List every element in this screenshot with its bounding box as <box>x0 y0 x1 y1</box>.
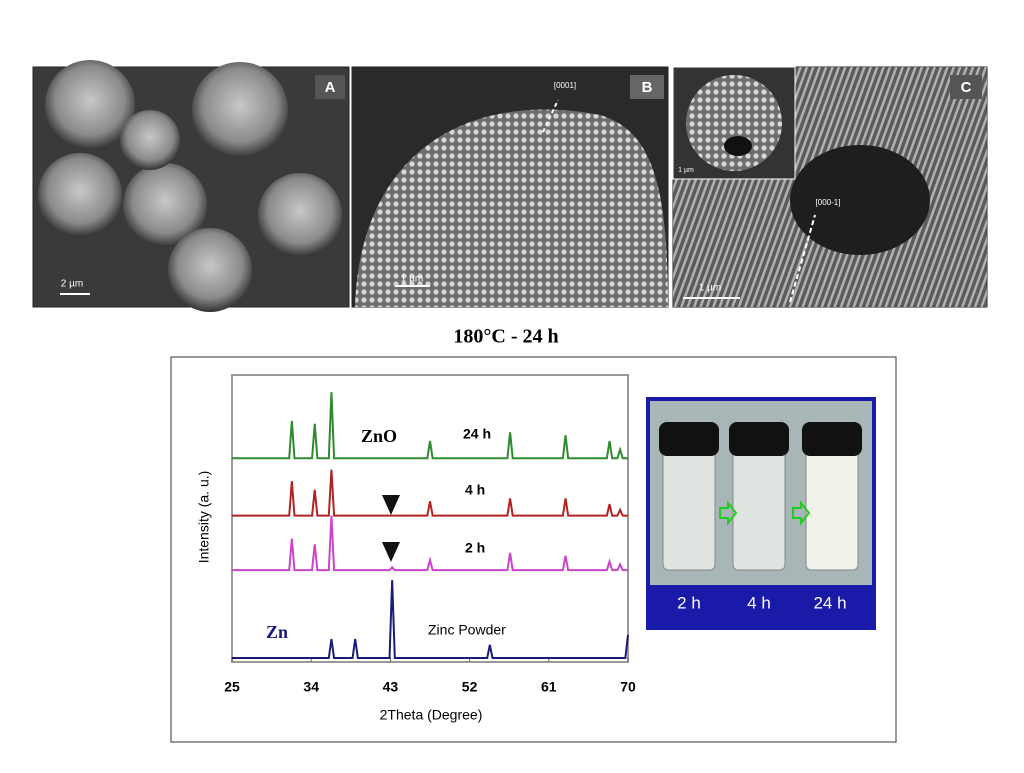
direction-label: [000-1] <box>816 198 841 207</box>
annotation: Zn <box>266 622 288 642</box>
scale-bar-label: 1 µm <box>699 283 721 294</box>
panel-label: C <box>961 79 972 96</box>
spectrum-line <box>232 392 628 460</box>
x-tick-label: 43 <box>383 679 399 695</box>
spectrum-line <box>232 580 629 659</box>
series-label: 4 h <box>465 482 485 498</box>
panel-label: A <box>325 79 336 96</box>
vial-label: 2 h <box>677 593 701 612</box>
spectrum-line <box>232 469 628 517</box>
plot-area <box>231 374 629 663</box>
x-tick-label: 70 <box>620 679 636 695</box>
x-axis-label: 2Theta (Degree) <box>380 707 483 723</box>
series-label: Zinc Powder <box>428 622 506 638</box>
annotation: ZnO <box>361 426 397 446</box>
vial-label: 24 h <box>813 593 846 612</box>
sem-panel-a: A 2 µm <box>32 60 350 312</box>
peak-arrow <box>382 495 400 515</box>
inset-scale-label: 1 µm <box>678 167 694 174</box>
scale-bar-label: 1 µm <box>401 274 423 285</box>
spectrum-line <box>232 515 628 572</box>
x-tick-label: 34 <box>303 679 319 695</box>
panel-label: B <box>642 79 653 96</box>
scale-bar-label: 2 µm <box>61 279 83 290</box>
series-label: 2 h <box>465 540 485 556</box>
x-tick-label: 61 <box>541 679 557 695</box>
sem-panel-c: 1 µm C [000-1] 1 µm <box>672 66 988 308</box>
sem-panel-b: B [0001] 1 µm <box>351 66 669 308</box>
x-tick-label: 52 <box>462 679 478 695</box>
peak-arrow <box>382 542 400 562</box>
series-label: 24 h <box>463 426 491 442</box>
plot: 25 34 43 52 61 70 <box>224 392 636 695</box>
x-tick-label: 25 <box>224 679 240 695</box>
y-axis-label: Intensity (a. u.) <box>196 471 212 564</box>
direction-label: [0001] <box>554 81 576 90</box>
vial-photo: 2 h 4 h 24 h <box>646 397 876 630</box>
caption: 180°C - 24 h <box>453 326 558 348</box>
vial-label: 4 h <box>747 593 771 612</box>
